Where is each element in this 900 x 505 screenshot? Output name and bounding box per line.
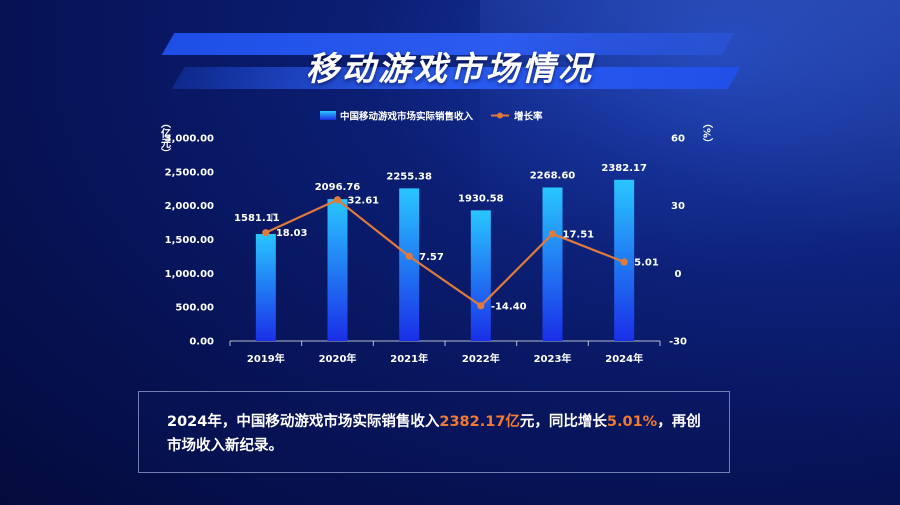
bar [470, 210, 491, 341]
summary-part3: ，再创市场收入新纪录。 [167, 414, 701, 454]
left-axis-tick: 3,000.00 [165, 134, 214, 145]
right-axis-unit: （%） [701, 118, 714, 148]
growth-value-label: 18.03 [276, 228, 308, 239]
right-axis-tick: 0 [675, 269, 682, 280]
bar [255, 234, 276, 341]
growth-point [333, 196, 342, 204]
bar-value-label: 1581.11 [234, 213, 280, 224]
left-axis-tick: 1,000.00 [165, 269, 214, 280]
legend: 中国移动游戏市场实际销售收入 增长率 [320, 111, 543, 123]
bar [542, 187, 563, 341]
growth-value-label: 32.61 [348, 195, 380, 206]
chart: 中国移动游戏市场实际销售收入 增长率 （亿元） （%） 0.00 500.00 1,… [159, 111, 714, 366]
summary-highlight-growth: 5.01% [606, 414, 658, 430]
summary-part2: 元，同比增长 [519, 414, 607, 430]
x-axis-tick-label: 2022年 [462, 352, 500, 365]
left-axis-unit: （亿元） [159, 118, 172, 158]
bar-value-label: 2382.17 [601, 163, 647, 174]
label-leader-line [271, 213, 278, 223]
bar [327, 199, 348, 341]
bar [399, 188, 420, 341]
growth-point [405, 252, 413, 260]
left-axis-tick: 500.00 [175, 303, 214, 314]
x-axis-tick-label: 2020年 [319, 352, 357, 365]
legend-bar-label: 中国移动游戏市场实际销售收入 [340, 111, 474, 123]
legend-line-label: 增长率 [514, 111, 543, 123]
growth-value-label: 5.01 [634, 258, 659, 269]
left-axis-tick: 0.00 [189, 337, 214, 348]
bar-value-label: 1930.58 [458, 193, 504, 204]
x-axis-tick-label: 2024年 [605, 352, 643, 365]
bar-value-label: 2255.38 [386, 171, 432, 182]
x-axis-tick-label: 2021年 [390, 352, 428, 365]
page-title: 移动游戏市场情况 [306, 49, 594, 88]
x-axis-tick-label: 2019年 [247, 352, 285, 365]
growth-value-label: -14.40 [491, 301, 527, 312]
legend-line-marker [497, 112, 503, 119]
summary-text: 2024年，中国移动游戏市场实际销售收入2382.17亿元，同比增长5.01%，… [167, 410, 712, 458]
left-axis-tick: 1,500.00 [165, 235, 214, 246]
growth-point [620, 258, 628, 266]
growth-point [548, 230, 557, 238]
right-axis-tick: 60 [671, 134, 685, 145]
growth-value-label: 7.57 [419, 252, 444, 263]
bar-value-label: 2268.60 [530, 170, 576, 181]
left-axis-tick: 2,000.00 [165, 201, 214, 212]
summary-box: 2024年，中国移动游戏市场实际销售收入2382.17亿元，同比增长5.01%，… [138, 391, 730, 473]
growth-value-label: 17.51 [563, 229, 595, 240]
summary-part1: 2024年，中国移动游戏市场实际销售收入 [167, 414, 440, 430]
growth-line [265, 198, 625, 308]
left-axis-tick: 2,500.00 [165, 167, 214, 178]
bar-value-label: 2096.76 [315, 182, 361, 193]
growth-point [262, 229, 270, 237]
x-axis-tick-label: 2023年 [534, 352, 572, 365]
legend-bar-swatch [320, 111, 336, 120]
right-axis-tick: 30 [671, 201, 685, 212]
summary-highlight-revenue: 2382.17亿 [439, 414, 520, 430]
growth-point [477, 302, 485, 310]
plot-area: 0.00 500.00 1,000.00 1,500.00 2,000.00 2,500.… [165, 134, 687, 366]
right-axis-tick: -30 [669, 337, 687, 348]
